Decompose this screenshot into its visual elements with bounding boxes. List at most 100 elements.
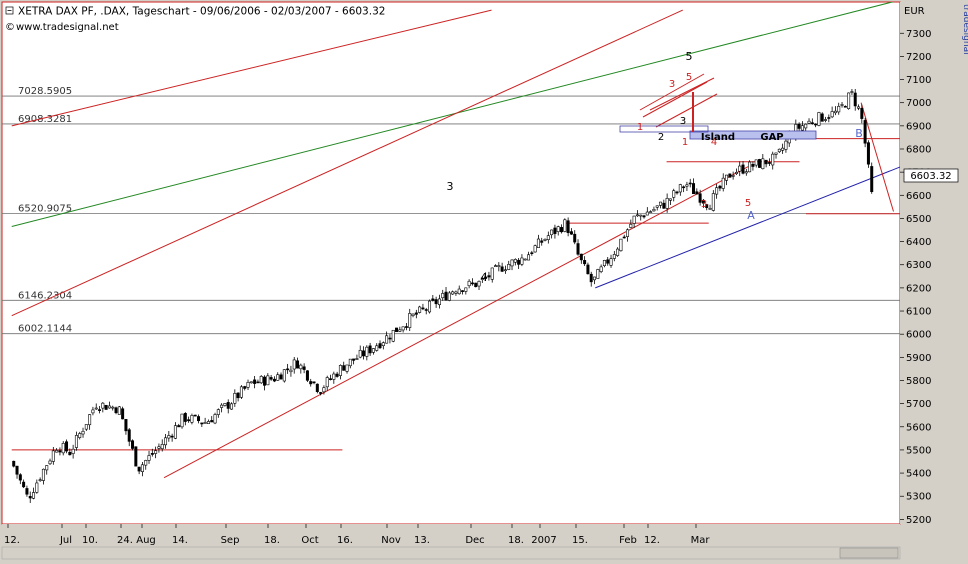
candle-body: [180, 413, 184, 428]
candle-body: [774, 152, 778, 155]
x-tick-label: 16.: [337, 535, 353, 546]
candle-body: [84, 424, 88, 430]
candle-body: [728, 173, 732, 178]
candle-body: [447, 292, 451, 301]
candle-body: [444, 291, 448, 301]
candle-body: [160, 444, 164, 450]
x-tick-label: 2007: [531, 535, 556, 546]
channel-upper-line-2: [649, 77, 715, 111]
candle-body: [292, 359, 296, 370]
wave-label: B: [855, 127, 863, 140]
candle-body: [131, 440, 135, 449]
candle-body: [391, 329, 395, 342]
candle-body: [322, 387, 326, 393]
candle-body: [744, 171, 748, 174]
candle-body: [352, 358, 356, 361]
gap-marker-left: [619, 125, 709, 133]
candle-body: [533, 245, 537, 253]
candle-body: [685, 184, 689, 187]
channel-lower-line: [642, 81, 708, 118]
x-tick-label: 14.: [172, 535, 188, 546]
candle-body: [602, 260, 606, 266]
candle-body: [711, 193, 715, 211]
y-tick-label: 5700: [906, 399, 931, 410]
candle-body: [698, 193, 702, 203]
candle-body: [395, 327, 399, 333]
candle-body: [503, 269, 507, 272]
y-tick-label: 6900: [906, 121, 931, 132]
candle-body: [721, 177, 725, 189]
candle-body: [144, 460, 148, 466]
candle-body: [220, 404, 224, 408]
candle-body: [147, 455, 151, 461]
candle-body: [253, 379, 257, 384]
candle-body: [546, 235, 550, 240]
horizontal-scrollbar[interactable]: [1, 546, 901, 560]
candle-body: [154, 450, 158, 454]
candle-body: [437, 298, 441, 306]
candle-body: [431, 298, 435, 301]
candle-body: [513, 259, 517, 263]
candle-body: [414, 312, 418, 315]
candle-body: [569, 231, 573, 235]
candle-body: [167, 435, 171, 439]
chart-title: XETRA DAX PF, .DAX, Tageschart - 09/06/2…: [18, 6, 385, 18]
candle-body: [117, 406, 121, 415]
candle-body: [573, 233, 577, 243]
candle-body: [269, 377, 273, 380]
candle-body: [315, 383, 319, 392]
candle-body: [596, 269, 600, 279]
candle-body: [266, 375, 270, 386]
candle-body: [279, 374, 283, 380]
y-tick-label: 6100: [906, 307, 931, 318]
candle-body: [797, 123, 801, 129]
candle-body: [701, 199, 705, 204]
candle-body: [738, 165, 742, 172]
x-tick-label: 12.: [4, 535, 20, 546]
candle-body: [236, 392, 240, 399]
candle-body: [375, 345, 379, 351]
level-label: 6908.3281: [18, 114, 72, 125]
scrollbar-thumb[interactable]: [839, 547, 899, 559]
candle-body: [626, 229, 630, 237]
candle-body: [725, 174, 729, 181]
candle-body: [847, 92, 851, 109]
x-tick-label: 12.: [644, 535, 660, 546]
candle-body: [411, 313, 415, 316]
candle-body: [55, 450, 59, 453]
x-tick-label: 13.: [414, 535, 430, 546]
candle-body: [94, 407, 98, 410]
candle-body: [140, 464, 144, 472]
candle-body: [629, 223, 633, 228]
trendline: [163, 164, 752, 479]
candle-body: [820, 113, 824, 122]
candle-body: [540, 240, 544, 243]
candle-body: [731, 175, 735, 177]
trendlines: [11, 2, 900, 479]
candle-body: [335, 373, 339, 377]
candle-body: [612, 254, 616, 259]
x-tick-label: Nov: [381, 535, 401, 546]
y-tick-label: 7100: [906, 75, 931, 86]
y-tick-label: 5900: [906, 353, 931, 364]
candle-body: [299, 364, 303, 370]
candle-body: [688, 182, 692, 185]
candle-body: [58, 450, 62, 453]
y-tick-label: 5300: [906, 492, 931, 503]
candle-body: [259, 376, 263, 384]
candle-body: [517, 259, 521, 265]
candle-body: [840, 104, 844, 106]
candle-body: [550, 229, 554, 236]
candle-body: [645, 211, 649, 216]
wave-label: 4: [481, 271, 488, 284]
plot-area: [1, 1, 901, 525]
candle-body: [206, 421, 210, 425]
last-price-marker: 6603.32: [903, 168, 959, 183]
candle-body: [256, 381, 260, 384]
candle-body: [18, 474, 22, 481]
candle-body: [777, 148, 781, 153]
candle-body: [619, 238, 623, 252]
level-label: 6002.1144: [18, 324, 72, 335]
candle-body: [771, 153, 775, 166]
